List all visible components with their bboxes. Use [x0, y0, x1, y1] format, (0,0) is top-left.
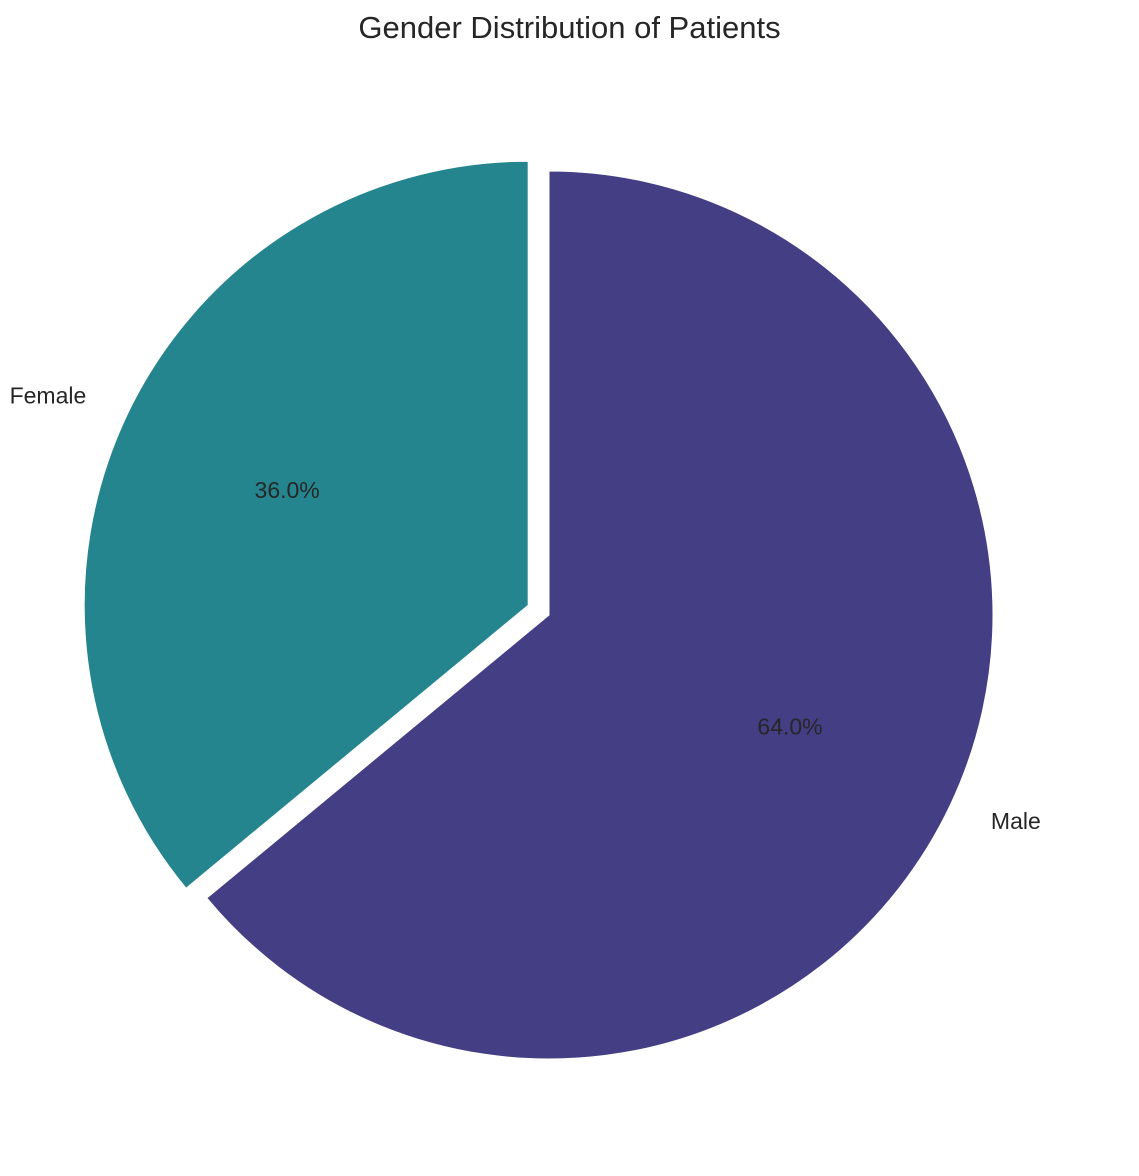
chart-title: Gender Distribution of Patients	[358, 10, 781, 45]
pie-slice-male	[206, 170, 994, 1060]
slice-label-male: Male	[991, 808, 1041, 834]
pie-slice-female	[83, 160, 529, 889]
pct-label-female: 36.0%	[255, 477, 320, 503]
slice-label-female: Female	[10, 382, 87, 408]
pct-label-male: 64.0%	[757, 714, 822, 740]
